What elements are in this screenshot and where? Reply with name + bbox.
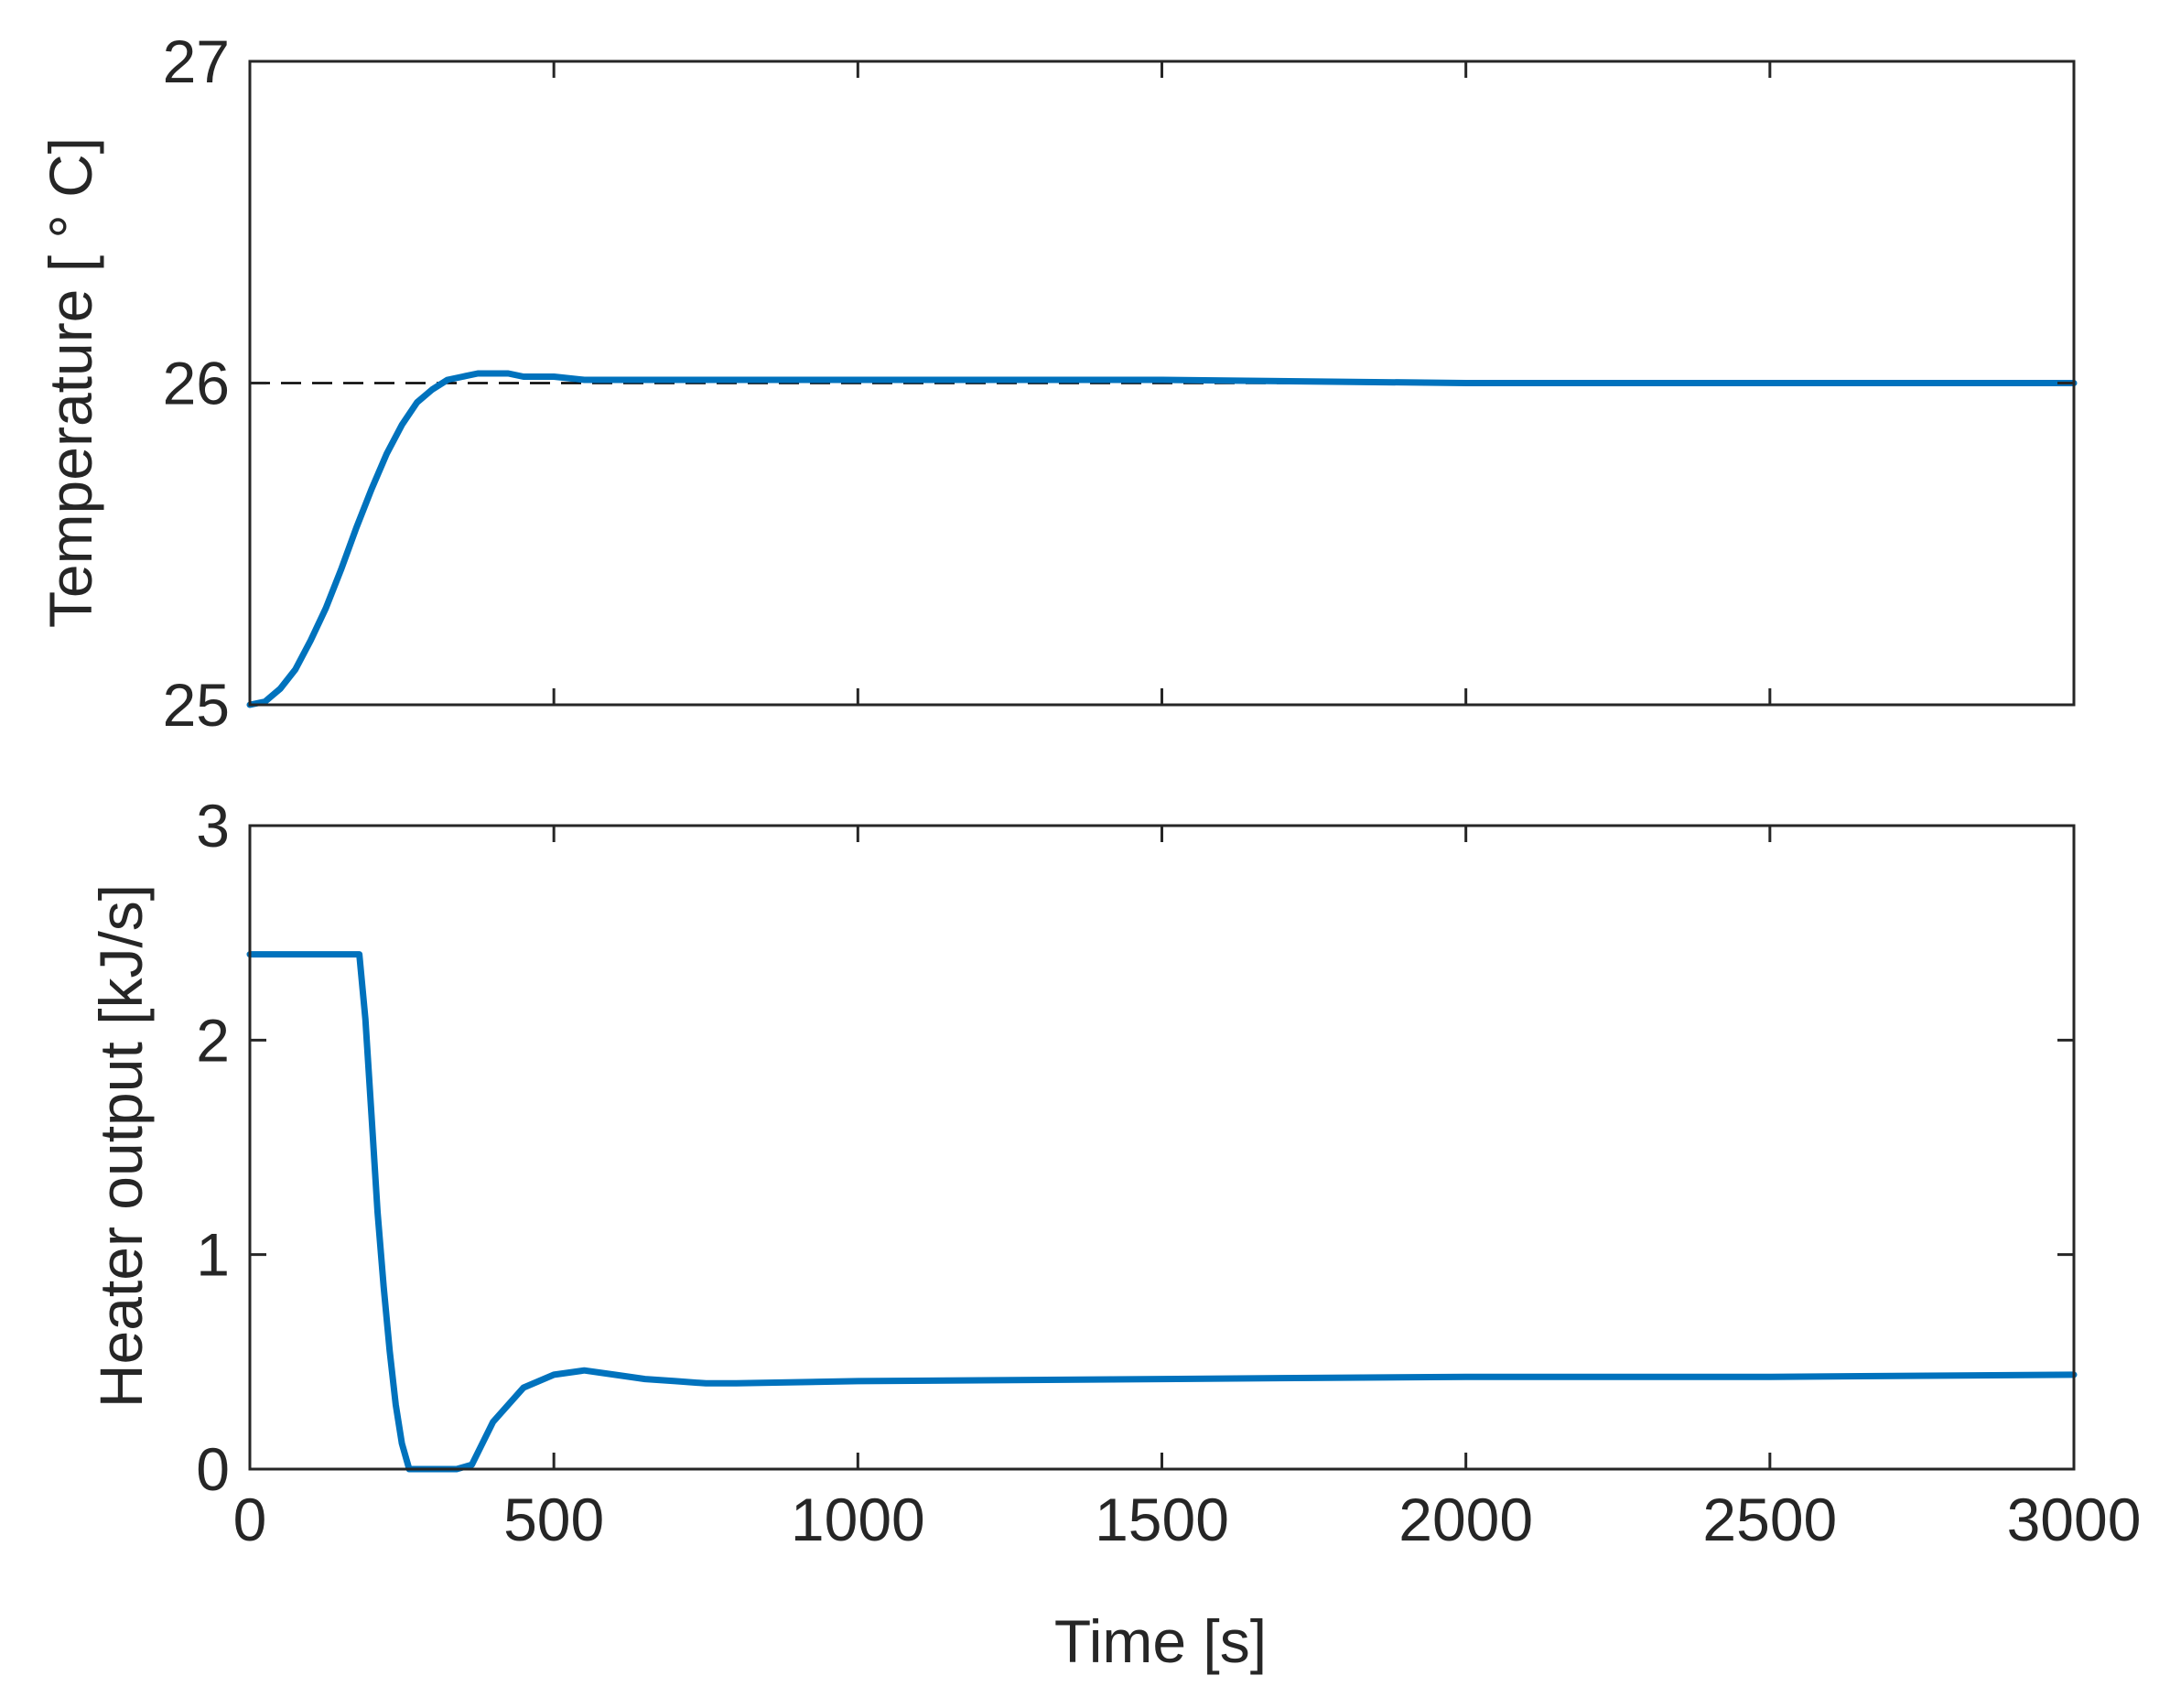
x-tick-label: 3000	[2007, 1486, 2142, 1553]
x-tick-label: 2500	[1702, 1486, 1837, 1553]
heater-y-tick-label: 3	[196, 792, 230, 859]
x-tick-label: 0	[233, 1486, 267, 1553]
heater-y-tick-label: 1	[196, 1221, 230, 1289]
heater-y-tick-label: 0	[196, 1435, 230, 1503]
temperature-ticks: 25 26 27	[163, 27, 2076, 739]
heater-panel: 0 500 1000 1500 2000 2500 3000 0 1 2 3 Heater outp…	[87, 792, 2141, 1675]
x-tick-label: 1000	[791, 1486, 925, 1553]
temperature-y-tick-label: 25	[163, 671, 230, 739]
x-tick-label: 500	[503, 1486, 604, 1553]
heater-y-axis-title: Heater output [kJ/s]	[87, 884, 155, 1408]
temperature-y-axis-title: Temperature [ ° C]	[37, 137, 104, 628]
temperature-plot-marks	[246, 370, 2078, 708]
temperature-y-tick-label: 27	[163, 27, 230, 95]
x-axis-title: Time [s]	[1054, 1607, 1267, 1675]
temperature-panel: 25 26 27 Temperature [ ° C]	[37, 27, 2078, 739]
x-tick-label: 2000	[1398, 1486, 1533, 1553]
x-tick-label: 1500	[1095, 1486, 1229, 1553]
heater-ticks: 0 500 1000 1500 2000 2500 3000 0 1 2 3	[196, 792, 2141, 1553]
heater-plot-marks	[246, 951, 2078, 1473]
heater-y-tick-label: 2	[196, 1006, 230, 1074]
heater-series-line	[246, 951, 2078, 1473]
temperature-y-tick-label: 26	[163, 350, 230, 417]
heater-axes-frame	[248, 824, 2076, 1471]
temperature-series-line	[246, 370, 2078, 708]
